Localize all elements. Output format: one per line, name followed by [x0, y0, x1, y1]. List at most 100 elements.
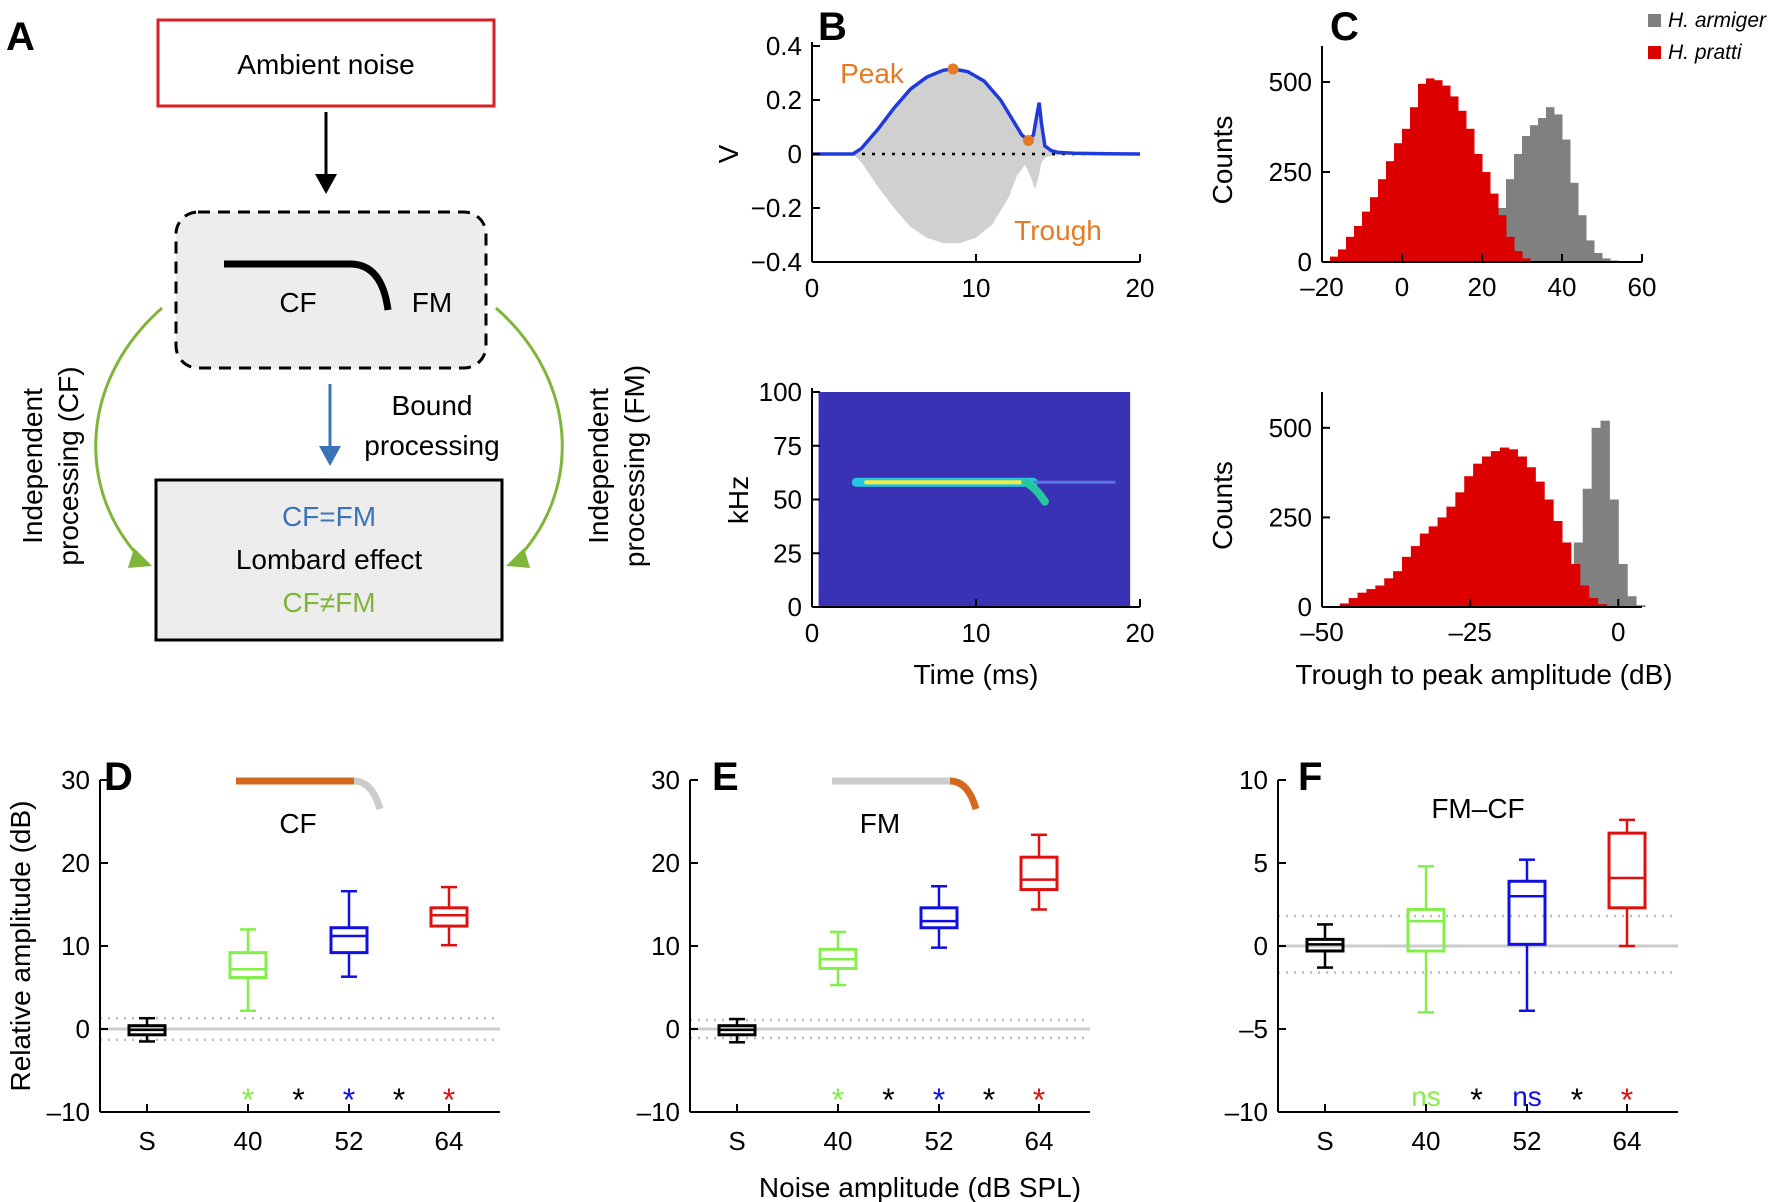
- y-axis-label: Counts: [1207, 116, 1238, 205]
- histogram-bar: [1474, 154, 1483, 262]
- histogram-bar: [1410, 107, 1419, 262]
- box-64: [1019, 833, 1059, 911]
- x-tick-label: 40: [234, 1126, 263, 1156]
- legend-label-armiger: H. armiger: [1668, 9, 1767, 32]
- x-axis-label: Noise amplitude (dB SPL): [759, 1172, 1081, 1202]
- histogram-bar: [1506, 236, 1515, 262]
- y-axis-label: Relative amplitude (dB): [5, 800, 36, 1091]
- y-axis-label: V: [713, 144, 744, 163]
- histogram-bar: [1562, 542, 1572, 607]
- panel-b-waveform: −0.4 −0.2 0 0.2 0.4 0 10 20 V Peak Trough: [713, 31, 1154, 303]
- y-tick-label: 10: [1239, 765, 1268, 795]
- x-tick-label: –25: [1448, 617, 1491, 647]
- histogram-bar: [1490, 193, 1499, 262]
- x-tick-label: 60: [1628, 272, 1657, 302]
- significance-marker: *: [882, 1082, 894, 1118]
- histogram-bar: [1530, 125, 1539, 262]
- result-cf-not-equal-fm: CF≠FM: [282, 587, 375, 618]
- histogram-bar: [1473, 463, 1483, 607]
- x-tick-label: S: [728, 1126, 745, 1156]
- histogram-bar: [1348, 598, 1359, 607]
- x-tick-label: 0: [1395, 272, 1409, 302]
- y-tick-label: 0: [788, 592, 802, 622]
- histogram-bar: [1482, 172, 1491, 262]
- histogram-bar: [1370, 197, 1379, 262]
- histogram-bar: [1591, 427, 1602, 607]
- box-64: [1607, 818, 1647, 948]
- histogram-bar: [1498, 215, 1507, 262]
- significance-marker: *: [1571, 1082, 1583, 1118]
- x-tick-label: 52: [335, 1126, 364, 1156]
- y-tick-label: −0.4: [751, 247, 802, 277]
- independent-cf-arrow-head: [128, 548, 152, 568]
- bound-label-line1: Bound: [392, 390, 473, 421]
- histogram-bar: [1458, 110, 1467, 262]
- envelope-line: [812, 67, 1141, 156]
- significance-marker: ns: [1411, 1081, 1441, 1112]
- significance-marker: *: [1033, 1082, 1045, 1118]
- panel-a: A Ambient noise CF FM Bound processing C…: [6, 15, 650, 642]
- x-tick-label: 20: [1468, 272, 1497, 302]
- panel-title: FM–CF: [1431, 793, 1524, 824]
- y-tick-label: 10: [651, 931, 680, 961]
- histogram-bar: [1426, 78, 1435, 263]
- y-tick-label: –10: [47, 1097, 90, 1127]
- histogram-bar: [1362, 211, 1371, 262]
- histogram-bar: [1446, 506, 1456, 607]
- indep-cf-label-line1: Independent: [17, 388, 48, 544]
- trough-marker: [1022, 135, 1034, 146]
- histogram-bar: [1570, 182, 1579, 262]
- histogram-bar: [1437, 517, 1447, 607]
- histogram-bar: [1375, 585, 1385, 607]
- y-tick-label: −0.2: [751, 193, 802, 223]
- histogram-bar: [1579, 585, 1590, 607]
- histogram-bar: [1514, 251, 1523, 262]
- x-tick-label: 10: [962, 618, 991, 648]
- box-iqr: [228, 951, 268, 980]
- box-40: [228, 928, 268, 1012]
- x-tick-label: –20: [1300, 272, 1343, 302]
- legend-label-pratti: H. pratti: [1668, 41, 1743, 64]
- histogram-bar: [1464, 476, 1474, 607]
- histogram-bar: [1450, 96, 1459, 263]
- panel-f-boxplot: –10 –5 0 5 10 S 40 52 64 ns * ns * * FM–CF: [1225, 765, 1678, 1156]
- panel-label-d: D: [104, 755, 133, 799]
- peak-label: Peak: [840, 58, 905, 89]
- y-tick-label: 0: [1298, 592, 1312, 622]
- histogram-bar: [1455, 492, 1465, 607]
- significance-marker: *: [343, 1082, 355, 1118]
- noise-arrow-head: [315, 174, 337, 194]
- x-tick-label: 40: [1412, 1126, 1441, 1156]
- bound-arrow-head: [319, 446, 341, 466]
- histogram-bar: [1384, 578, 1394, 607]
- x-axis-label: Trough to peak amplitude (dB): [1295, 659, 1672, 690]
- trough-label: Trough: [1014, 215, 1102, 246]
- histogram-bar: [1482, 456, 1492, 607]
- box-52: [919, 884, 959, 949]
- spectrogram-background: [818, 392, 1131, 607]
- y-tick-label: 0: [666, 1014, 680, 1044]
- histogram-bar: [1357, 592, 1367, 607]
- histogram-bar: [1578, 215, 1587, 262]
- icon-fm-segment: [353, 777, 384, 811]
- independent-fm-arrow: [495, 306, 564, 562]
- box-S: [1305, 923, 1345, 969]
- x-tick-label: 40: [1548, 272, 1577, 302]
- x-tick-label: S: [138, 1126, 155, 1156]
- histogram-bar: [1378, 179, 1387, 262]
- legend-swatch-pratti: [1648, 46, 1661, 59]
- significance-marker: *: [933, 1082, 945, 1118]
- box-40: [818, 930, 858, 987]
- y-axis-label: Counts: [1207, 461, 1238, 550]
- call-shape-icon: [236, 777, 384, 811]
- call-shape-icon: [224, 260, 392, 311]
- y-tick-label: 0: [76, 1014, 90, 1044]
- box-iqr: [1607, 831, 1647, 910]
- legend: H. armiger H. pratti: [1648, 9, 1767, 64]
- panel-label-a: A: [6, 15, 35, 59]
- independent-fm-arrow-head: [506, 548, 530, 568]
- histogram-bar: [1393, 571, 1403, 607]
- histogram-bar: [1508, 449, 1519, 607]
- histogram-bar: [1522, 258, 1531, 262]
- x-tick-label: 64: [1613, 1126, 1642, 1156]
